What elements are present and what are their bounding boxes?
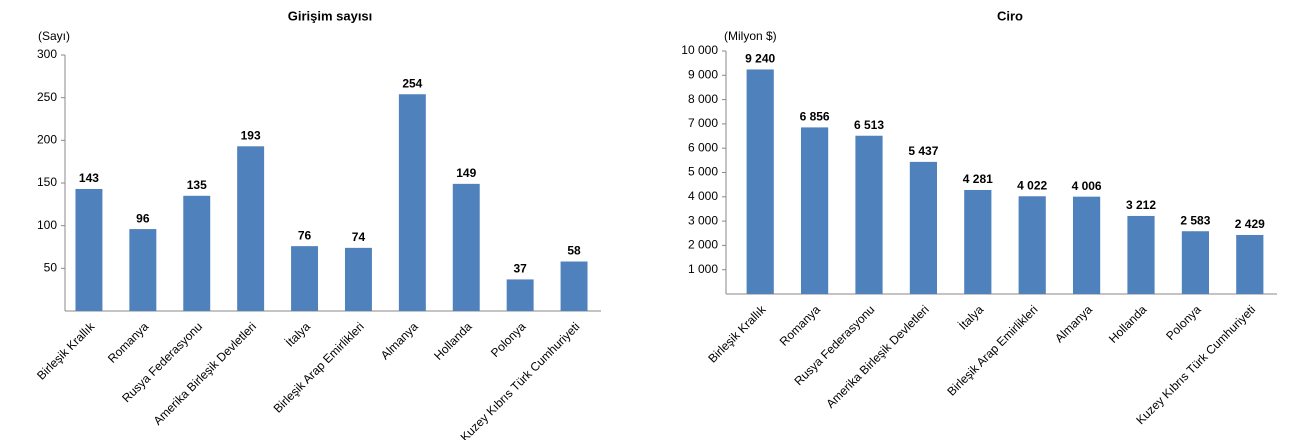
- y-tick-label: 2 000: [688, 238, 718, 252]
- bar: [560, 261, 588, 311]
- x-tick-label: İtalya: [283, 319, 313, 349]
- bar: [237, 146, 265, 311]
- value-label: 3 212: [1126, 198, 1156, 212]
- bar: [506, 279, 534, 311]
- y-tick-label: 200: [37, 133, 57, 147]
- y-tick-label: 9 000: [688, 67, 718, 81]
- value-label: 37: [513, 262, 527, 276]
- chart-title: Ciro: [997, 8, 1023, 23]
- bar: [129, 229, 157, 311]
- value-label: 58: [567, 244, 581, 258]
- y-axis-label: (Sayı): [38, 29, 70, 43]
- value-label: 4 006: [1072, 179, 1102, 193]
- value-label: 193: [241, 128, 261, 142]
- y-tick-label: 7 000: [688, 116, 718, 130]
- y-tick-label: 250: [37, 90, 57, 104]
- bar: [75, 188, 103, 311]
- bar: [398, 94, 426, 312]
- y-axis-label: (Milyon $): [724, 29, 777, 43]
- x-tick-label: Birleşik Arap Emirlikleri: [944, 302, 1040, 398]
- x-tick-label: Kuzey Kıbrıs Türk Cumhuriyeti: [1133, 302, 1258, 427]
- value-label: 135: [187, 178, 207, 192]
- x-tick-label: İtalya: [956, 302, 986, 332]
- bar: [344, 247, 372, 311]
- x-tick-label: Polonya: [1163, 302, 1204, 343]
- value-label: 2 429: [1235, 217, 1265, 231]
- x-tick-label: Romanya: [105, 319, 151, 365]
- bar: [855, 135, 883, 294]
- x-tick-label: Amerika Birleşik Devletleri: [151, 319, 259, 427]
- bar: [452, 183, 480, 311]
- value-label: 4 022: [1017, 178, 1047, 192]
- x-tick-label: Hollanda: [1106, 302, 1150, 346]
- value-label: 96: [136, 211, 150, 225]
- y-tick-label: 5 000: [688, 165, 718, 179]
- y-tick-label: 100: [37, 218, 57, 232]
- value-label: 6 513: [854, 118, 884, 132]
- y-tick-label: 4 000: [688, 189, 718, 203]
- value-label: 254: [402, 76, 422, 90]
- bar: [801, 127, 829, 294]
- y-tick-label: 50: [44, 261, 58, 275]
- bar: [183, 195, 211, 311]
- bar: [1127, 215, 1155, 294]
- x-tick-label: Birleşik Arap Emirlikleri: [271, 319, 367, 415]
- y-tick-label: 3 000: [688, 213, 718, 227]
- y-tick-label: 8 000: [688, 92, 718, 106]
- x-tick-label: Hollanda: [431, 319, 475, 363]
- value-label: 5 437: [908, 144, 938, 158]
- bar: [964, 189, 992, 294]
- bar: [1236, 234, 1264, 294]
- value-label: 2 583: [1180, 213, 1210, 227]
- y-tick-label: 10 000: [681, 43, 718, 57]
- bar: [1073, 196, 1101, 294]
- value-label: 74: [352, 230, 366, 244]
- y-tick-label: 300: [37, 47, 57, 61]
- y-tick-label: 150: [37, 175, 57, 189]
- value-label: 9 240: [745, 52, 775, 66]
- value-label: 76: [298, 228, 312, 242]
- chart-title: Girişim sayısı: [288, 8, 373, 23]
- x-tick-label: Almanya: [378, 319, 421, 362]
- y-tick-label: 1 000: [688, 262, 718, 276]
- x-tick-label: Amerika Birleşik Devletleri: [823, 302, 931, 410]
- value-label: 149: [456, 166, 476, 180]
- x-tick-label: Polonya: [488, 319, 529, 360]
- value-label: 6 856: [800, 110, 830, 124]
- bar: [1018, 196, 1046, 294]
- x-tick-label: Romanya: [777, 302, 823, 348]
- x-tick-label: Birleşik Krallık: [34, 319, 98, 383]
- bar: [909, 161, 937, 294]
- bar: [291, 246, 319, 311]
- value-label: 143: [79, 171, 99, 185]
- y-tick-label: 6 000: [688, 140, 718, 154]
- bar: [1181, 231, 1209, 294]
- x-tick-label: Birleşik Krallık: [705, 302, 769, 366]
- x-tick-label: Almanya: [1052, 302, 1095, 345]
- value-label: 4 281: [963, 172, 993, 186]
- bar: [746, 69, 774, 294]
